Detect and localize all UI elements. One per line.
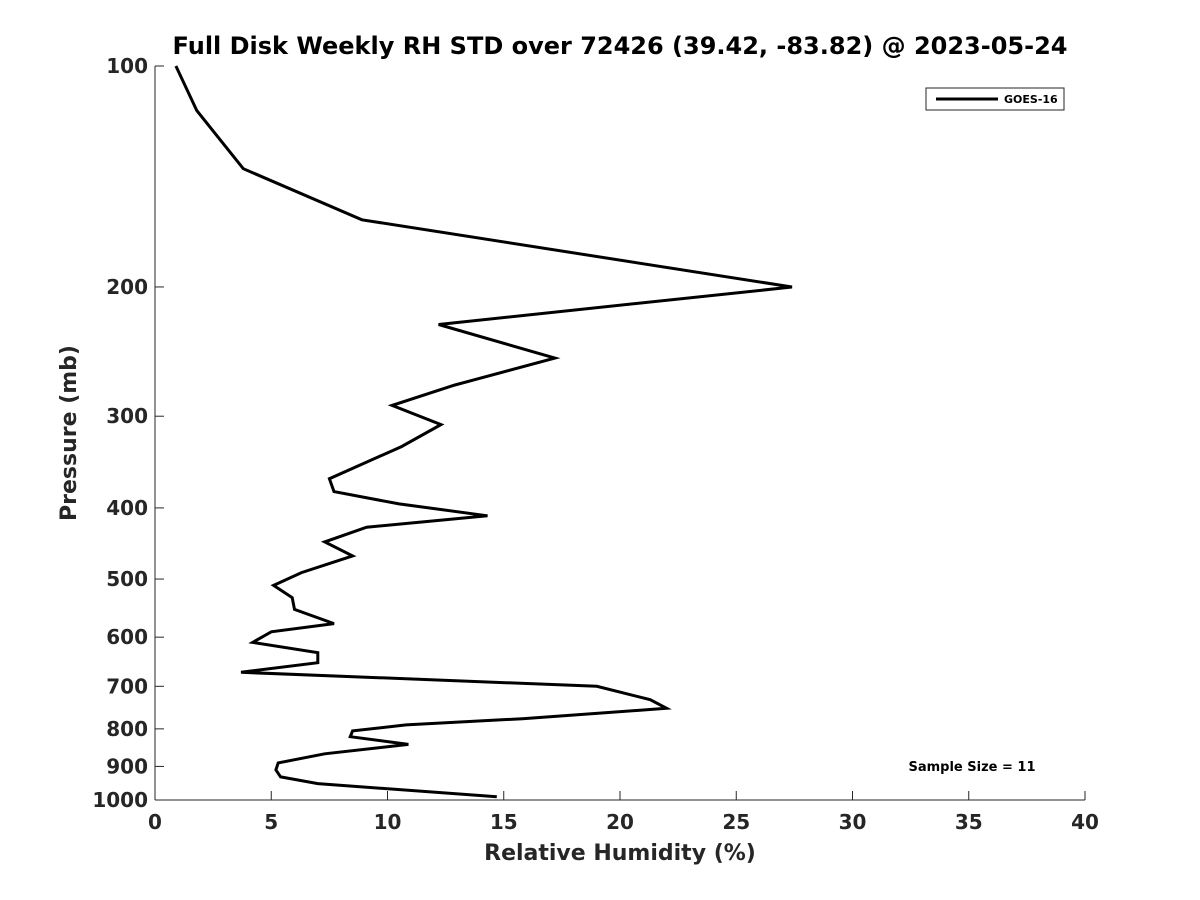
x-tick-label: 25	[722, 810, 750, 834]
x-tick-label: 40	[1071, 810, 1099, 834]
x-tick-label: 20	[606, 810, 634, 834]
y-ticks: 100 200 300 400 500 600 700 800 900 1000	[92, 54, 164, 812]
y-tick-label: 900	[106, 754, 148, 778]
y-tick-label: 100	[106, 54, 148, 78]
y-tick-label: 200	[106, 275, 148, 299]
y-tick-label: 500	[106, 567, 148, 591]
y-tick-label: 400	[106, 496, 148, 520]
x-tick-label: 10	[374, 810, 402, 834]
y-axis-label: Pressure (mb)	[57, 345, 82, 521]
y-tick-label: 700	[106, 674, 148, 698]
y-tick-label: 800	[106, 717, 148, 741]
sample-size-annotation: Sample Size = 11	[908, 760, 1035, 775]
y-tick-label: 300	[106, 404, 148, 428]
chart-title: Full Disk Weekly RH STD over 72426 (39.4…	[173, 32, 1068, 60]
x-tick-label: 35	[955, 810, 983, 834]
x-tick-label: 5	[264, 810, 278, 834]
x-tick-label: 30	[839, 810, 867, 834]
legend-label-goes-16: GOES-16	[1004, 93, 1058, 106]
series-layer	[174, 65, 793, 799]
y-tick-label: 1000	[92, 788, 148, 812]
plot-axes	[154, 66, 1085, 801]
x-tick-label: 15	[490, 810, 518, 834]
legend: GOES-16	[925, 87, 1065, 111]
series-line-goes-16	[174, 65, 793, 799]
x-tick-label: 0	[148, 810, 162, 834]
y-tick-label: 600	[106, 625, 148, 649]
x-axis-label: Relative Humidity (%)	[484, 841, 756, 866]
x-ticks: 0 5 10 15 20 25 30 35 40	[148, 791, 1099, 834]
